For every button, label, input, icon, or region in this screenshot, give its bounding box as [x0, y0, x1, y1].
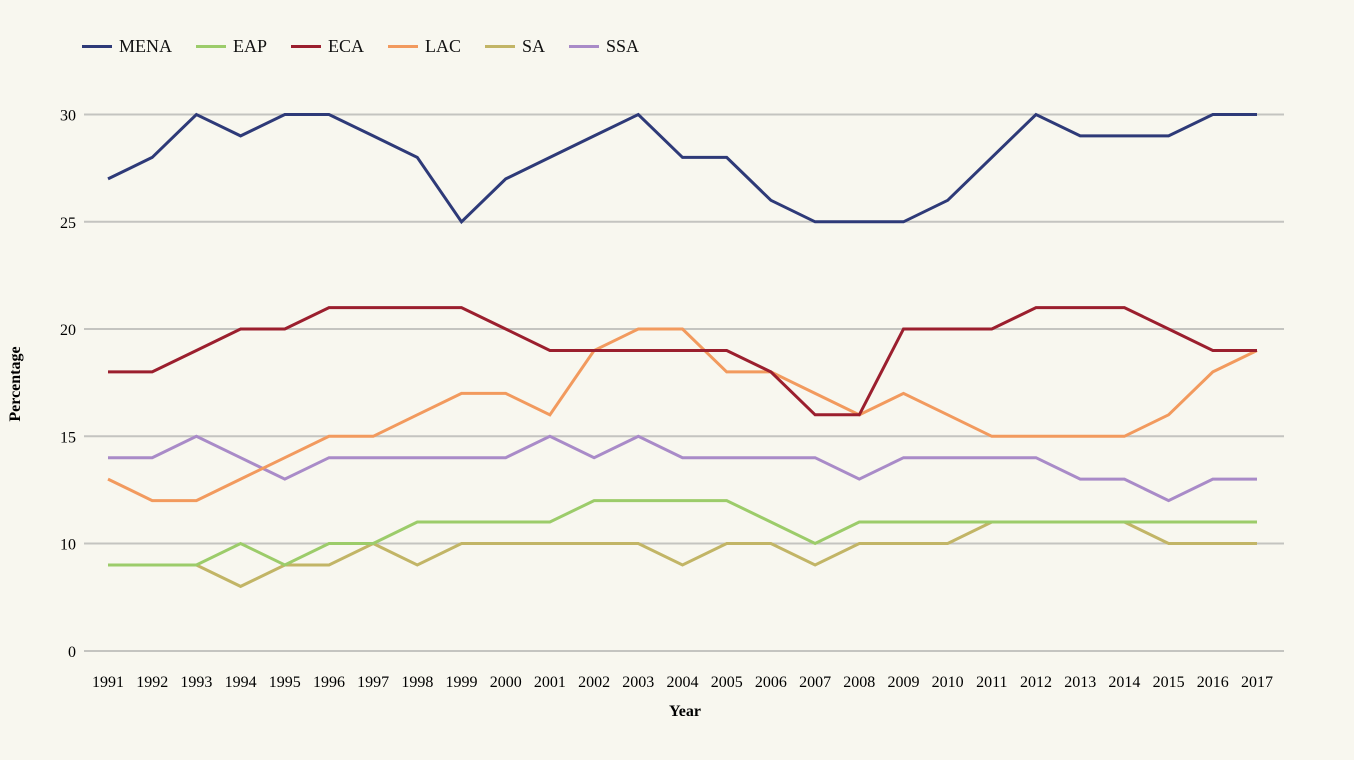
- x-axis-title: Year: [669, 703, 701, 720]
- legend-swatch: [569, 45, 600, 48]
- x-tick-labels: 1991 1992 1993 1994 1995 1996 1997 1998 1999 2000…: [92, 674, 1273, 691]
- legend-label: ECA: [328, 36, 365, 56]
- x-tick-label: 1991: [92, 674, 124, 691]
- legend-swatch: [196, 45, 226, 48]
- x-tick-label: 2001: [534, 674, 566, 691]
- x-tick-label: 1994: [225, 674, 257, 691]
- x-tick-label: 2013: [1064, 674, 1096, 691]
- x-tick-label: 2005: [711, 674, 743, 691]
- legend-label: SA: [522, 36, 546, 56]
- x-tick-label: 2006: [755, 674, 787, 691]
- series-lines: [107, 112, 1258, 589]
- x-tick-label: 2009: [887, 674, 919, 691]
- legend-label: SSA: [606, 36, 640, 56]
- legend-item-eca: ECA: [291, 36, 364, 57]
- x-tick-label: 1998: [401, 674, 433, 691]
- legend-item-mena: MENA: [82, 36, 172, 57]
- x-tick-label: 1997: [357, 674, 389, 691]
- series-line-eap: [108, 499, 1257, 567]
- y-tick-labels: 0 10 15 20 25 30: [60, 108, 76, 662]
- x-tick-label: 2015: [1153, 674, 1185, 691]
- x-tick-label: 1999: [446, 674, 478, 691]
- x-tick-label: 1992: [136, 674, 168, 691]
- x-tick-label: 1996: [313, 674, 345, 691]
- y-axis-title: Percentage: [7, 346, 24, 421]
- legend-item-eap: EAP: [196, 36, 267, 57]
- x-tick-label: 2002: [578, 674, 610, 691]
- legend-item-ssa: SSA: [569, 36, 639, 57]
- x-tick-label: 2007: [799, 674, 831, 691]
- x-tick-label: 2014: [1108, 674, 1140, 691]
- legend-swatch: [82, 45, 112, 48]
- x-tick-label: 1995: [269, 674, 301, 691]
- x-tick-label: 2010: [932, 674, 964, 691]
- legend-label: LAC: [425, 36, 462, 56]
- y-tick-label: 25: [60, 215, 76, 232]
- legend-item-lac: LAC: [388, 36, 461, 57]
- gridlines: [84, 113, 1284, 652]
- x-tick-label: 2011: [976, 674, 1007, 691]
- legend-label: EAP: [233, 36, 268, 56]
- y-tick-label: 10: [60, 537, 76, 554]
- series-line-sa: [108, 520, 1257, 589]
- x-tick-label: 2012: [1020, 674, 1052, 691]
- x-tick-label: 2003: [622, 674, 654, 691]
- legend-swatch: [485, 45, 516, 48]
- legend-label: MENA: [119, 36, 172, 56]
- legend-swatch: [291, 45, 322, 48]
- legend-swatch: [388, 45, 419, 48]
- x-tick-label: 1993: [180, 674, 212, 691]
- x-tick-label: 2017: [1241, 674, 1273, 691]
- y-tick-label: 15: [60, 429, 76, 446]
- y-tick-label: 0: [68, 644, 76, 661]
- legend: MENA EAP ECA LAC SA SSA: [82, 36, 663, 57]
- series-line-lac: [107, 327, 1258, 503]
- legend-item-sa: SA: [485, 36, 545, 57]
- x-tick-label: 2004: [667, 674, 699, 691]
- series-line-ssa: [108, 434, 1257, 503]
- y-tick-label: 20: [60, 322, 76, 339]
- x-tick-label: 2016: [1197, 674, 1229, 691]
- x-tick-label: 2000: [490, 674, 522, 691]
- series-line-eca: [108, 306, 1257, 417]
- x-tick-label: 2008: [843, 674, 875, 691]
- series-line-mena: [107, 112, 1257, 225]
- y-tick-label: 30: [60, 108, 76, 125]
